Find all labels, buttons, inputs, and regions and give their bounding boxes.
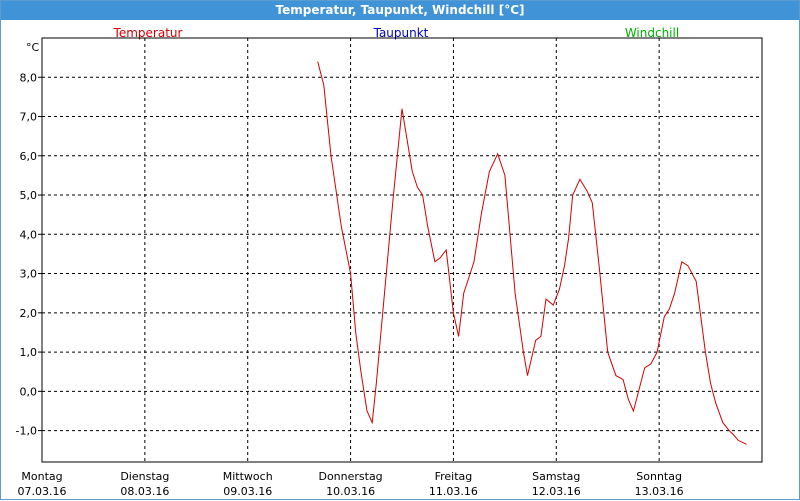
y-tick-label: 4,0	[20, 228, 38, 241]
plot-area-frame	[41, 37, 763, 463]
x-tick-label-date: 13.03.16	[635, 485, 684, 498]
x-tick-label-day: Sonntag	[636, 470, 682, 483]
legend-entry-taupunkt: Taupunkt	[373, 26, 429, 40]
y-tick-label: 6,0	[20, 150, 38, 163]
x-tick-label-date: 08.03.16	[120, 485, 169, 498]
x-tick-label-day: Samstag	[532, 470, 580, 483]
y-tick-label: 5,0	[20, 189, 38, 202]
window-title: Temperatur, Taupunkt, Windchill [°C]	[1, 1, 799, 20]
y-axis-unit-label: °C	[26, 41, 40, 54]
y-tick-label: 8,0	[20, 71, 38, 84]
x-tick-label-date: 10.03.16	[326, 485, 375, 498]
series-layer	[317, 61, 747, 445]
y-tick-label: -1,0	[16, 425, 37, 438]
y-tick-label: 1,0	[20, 346, 38, 359]
x-tick-label-date: 09.03.16	[223, 485, 272, 498]
x-tick-label-date: 11.03.16	[429, 485, 478, 498]
y-tick-labels: -1,0 0,0 1,0 2,0 3,0 4,0 5,0 6,0 7,0 8,0	[16, 71, 37, 437]
x-tick-label-day: Dienstag	[120, 470, 169, 483]
x-tick-label-date: 12.03.16	[532, 485, 581, 498]
legend-entry-windchill: Windchill	[625, 26, 679, 40]
y-tick-label: 3,0	[20, 268, 38, 281]
x-tick-label-day: Mittwoch	[223, 470, 273, 483]
x-tick-label-day: Freitag	[435, 470, 473, 483]
x-tick-label-day: Donnerstag	[318, 470, 382, 483]
x-tick-labels: Montag 07.03.16 Dienstag 08.03.16 Mittwoch 09…	[18, 470, 684, 498]
series-line-temperatur	[317, 61, 747, 445]
legend-entry-temperatur: Temperatur	[113, 26, 183, 40]
gridlines	[38, 38, 762, 462]
y-tick-label: 0,0	[20, 385, 38, 398]
y-tick-label: 2,0	[20, 307, 38, 320]
x-tick-label-date: 07.03.16	[18, 485, 67, 498]
x-tick-label-day: Montag	[21, 470, 62, 483]
y-tick-label: 7,0	[20, 111, 38, 124]
